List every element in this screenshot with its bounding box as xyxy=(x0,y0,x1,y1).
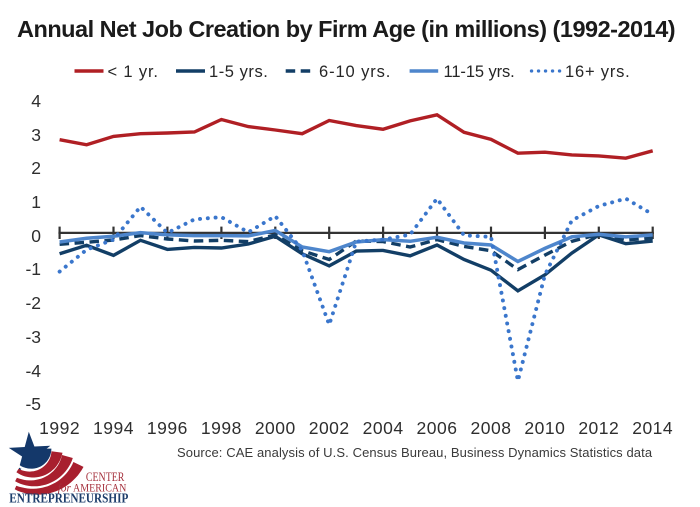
svg-text:CENTER: CENTER xyxy=(86,470,125,484)
svg-text:for: for xyxy=(58,480,71,494)
svg-text:ENTREPRENEURSHIP: ENTREPRENEURSHIP xyxy=(9,491,128,506)
svg-text:AMERICAN: AMERICAN xyxy=(73,480,127,494)
